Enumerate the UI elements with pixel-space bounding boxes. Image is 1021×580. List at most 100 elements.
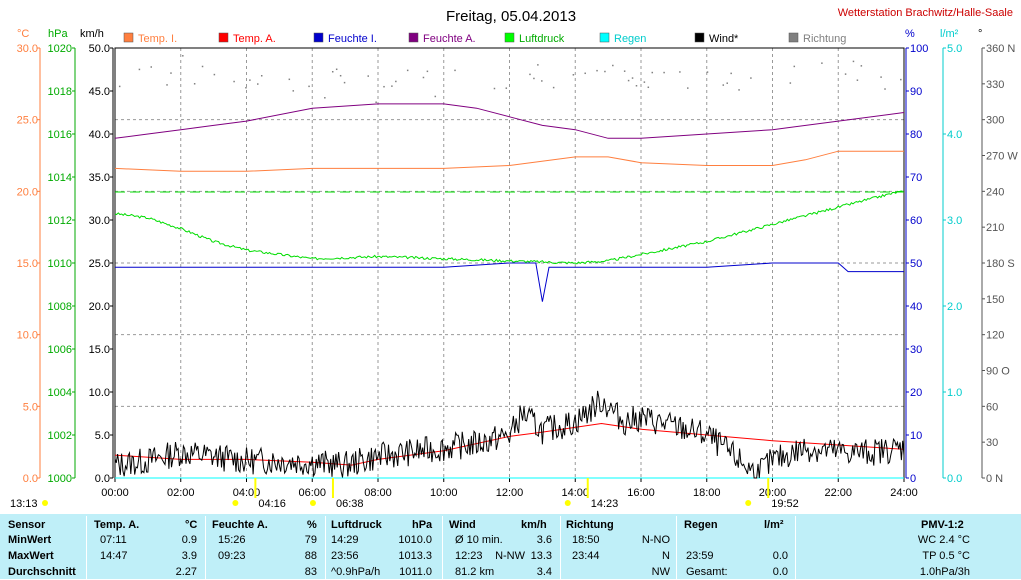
- table-cell-regen-val: 0.0: [772, 550, 788, 562]
- series-point-richtung: [852, 60, 855, 63]
- axis-tick-label: 40.0: [89, 129, 110, 141]
- header-luftdruck: Luftdruck: [331, 519, 382, 531]
- axis-tick-label: 50: [910, 258, 922, 270]
- header-richtung: Richtung: [566, 519, 614, 531]
- series-point-richtung: [426, 70, 429, 73]
- axis-tick-label: 40: [910, 301, 922, 313]
- header-wind: Wind: [449, 519, 476, 531]
- axis-tick-label: 1016: [48, 129, 72, 141]
- table-cell-richtung-time: 23:44: [572, 550, 600, 562]
- axis-tick-label: 25.0: [17, 115, 38, 127]
- x-tick-label: 12:00: [496, 487, 524, 499]
- series-point-richtung: [635, 85, 638, 87]
- legend-swatch: [599, 32, 610, 43]
- series-point-richtung: [213, 73, 216, 76]
- series-point-richtung: [844, 73, 847, 75]
- series-point-richtung: [537, 64, 539, 66]
- series-point-richtung: [687, 87, 689, 89]
- axis-tick-label: 60: [910, 215, 922, 227]
- series-point-richtung: [679, 71, 681, 73]
- series-point-richtung: [395, 80, 397, 83]
- series-point-richtung: [406, 69, 409, 72]
- series-line-luftdruck: [114, 190, 903, 265]
- table-cell-richtung-val: N: [662, 550, 670, 562]
- table-cell-luft-time: ^0.9hPa/h: [331, 566, 381, 578]
- header-wind-unit: km/h: [521, 519, 547, 531]
- header-regen: Regen: [684, 519, 718, 531]
- x-tick-label: 02:00: [167, 487, 195, 499]
- series-line-wind: [114, 390, 905, 479]
- axis-tick-label: 30.0: [17, 43, 38, 55]
- header-sensor: Sensor: [8, 519, 46, 531]
- series-point-richtung: [422, 76, 425, 79]
- table-cell-regen-val: 0.0: [772, 566, 788, 578]
- axis-tick-label: 60: [986, 401, 998, 413]
- header-regen-unit: l/m²: [764, 519, 784, 531]
- series-point-richtung: [257, 83, 259, 85]
- series-point-richtung: [651, 71, 654, 74]
- unit-celsius: °C: [17, 28, 29, 40]
- series-point-richtung: [706, 71, 709, 73]
- table-cell-wind-time: Ø 10 min.: [455, 534, 503, 546]
- series-point-richtung: [138, 68, 141, 71]
- axis-tick-label: 90 O: [986, 366, 1010, 378]
- axis-tick-label: 0 N: [986, 473, 1003, 485]
- axis-tick-label: 1012: [48, 215, 72, 227]
- axis-tick-label: 1006: [48, 344, 72, 356]
- legend-label: Temp. I.: [138, 33, 177, 45]
- series-point-richtung: [335, 68, 338, 71]
- series-point-richtung: [391, 85, 393, 87]
- header-luftdruck-unit: hPa: [412, 519, 433, 531]
- series-point-richtung: [493, 87, 496, 90]
- table-cell-wind-val: 3.6: [536, 534, 552, 546]
- series-point-richtung: [584, 72, 586, 75]
- series-point-richtung: [292, 90, 295, 92]
- series-point-richtung: [454, 69, 456, 72]
- series-point-richtung: [233, 80, 235, 83]
- sun-markers: 13:13 04:16 06:38 14:23 19:52: [10, 478, 799, 510]
- series-point-richtung: [789, 82, 792, 84]
- legend-swatch: [504, 32, 515, 43]
- series-point-richtung: [260, 75, 263, 77]
- table-cell-pmv: WC 2.4 °C: [917, 534, 970, 546]
- series-point-richtung: [900, 78, 902, 81]
- series-point-richtung: [612, 64, 614, 67]
- axis-tick-label: 0.0: [95, 473, 110, 485]
- chart-title: Freitag, 05.04.2013: [446, 8, 576, 25]
- table-cell-temp-val: 2.27: [175, 566, 197, 578]
- x-tick-label: 16:00: [627, 487, 655, 499]
- table-cell-pmv: TP 0.5 °C: [922, 550, 970, 562]
- sun-marker-dot: [564, 500, 571, 506]
- axis-tick-label: 15.0: [17, 258, 38, 270]
- x-tick-label: 04:00: [233, 487, 261, 499]
- legend-swatch: [694, 32, 705, 43]
- x-tick-label: 22:00: [824, 487, 852, 499]
- series-point-richtung: [324, 97, 326, 99]
- station-name: Wetterstation Brachwitz/Halle-Saale: [838, 7, 1013, 19]
- series-point-richtung: [738, 89, 740, 91]
- axis-tick-label: 1020: [48, 43, 72, 55]
- sun-marker-label: 06:38: [336, 498, 364, 510]
- header-temp: Temp. A.: [94, 519, 140, 531]
- weather-chart: Freitag, 05.04.2013 Wetterstation Brachw…: [10, 7, 1018, 510]
- sun-marker-dot: [42, 500, 48, 506]
- series-point-richtung: [249, 79, 251, 81]
- table-cell-richtung-time: 18:50: [572, 534, 600, 546]
- series-point-richtung: [118, 85, 121, 88]
- axis-tick-label: 10.0: [17, 330, 38, 342]
- legend-label: Feuchte I.: [328, 33, 377, 45]
- x-tick-label: 00:00: [101, 487, 129, 499]
- axis-tick-label: 3.0: [947, 215, 962, 227]
- table-cell-wind-time: 81.2 km: [455, 566, 495, 578]
- table-cell-temp-val: 0.9: [181, 534, 197, 546]
- series-point-richtung: [541, 80, 543, 82]
- table-cell-label: Durchschnitt: [8, 566, 76, 578]
- table-cell-richtung-val: N-NO: [641, 534, 670, 546]
- unit-hpa: hPa: [48, 28, 68, 40]
- table-cell-luft-time: 23:56: [331, 550, 359, 562]
- table-cell-regen-time: Gesamt:: [686, 566, 728, 578]
- series-point-richtung: [643, 81, 646, 83]
- series-line-temp-i: [114, 150, 904, 172]
- axis-tick-label: 10: [910, 430, 922, 442]
- table-cell-temp-time: 14:47: [100, 550, 128, 562]
